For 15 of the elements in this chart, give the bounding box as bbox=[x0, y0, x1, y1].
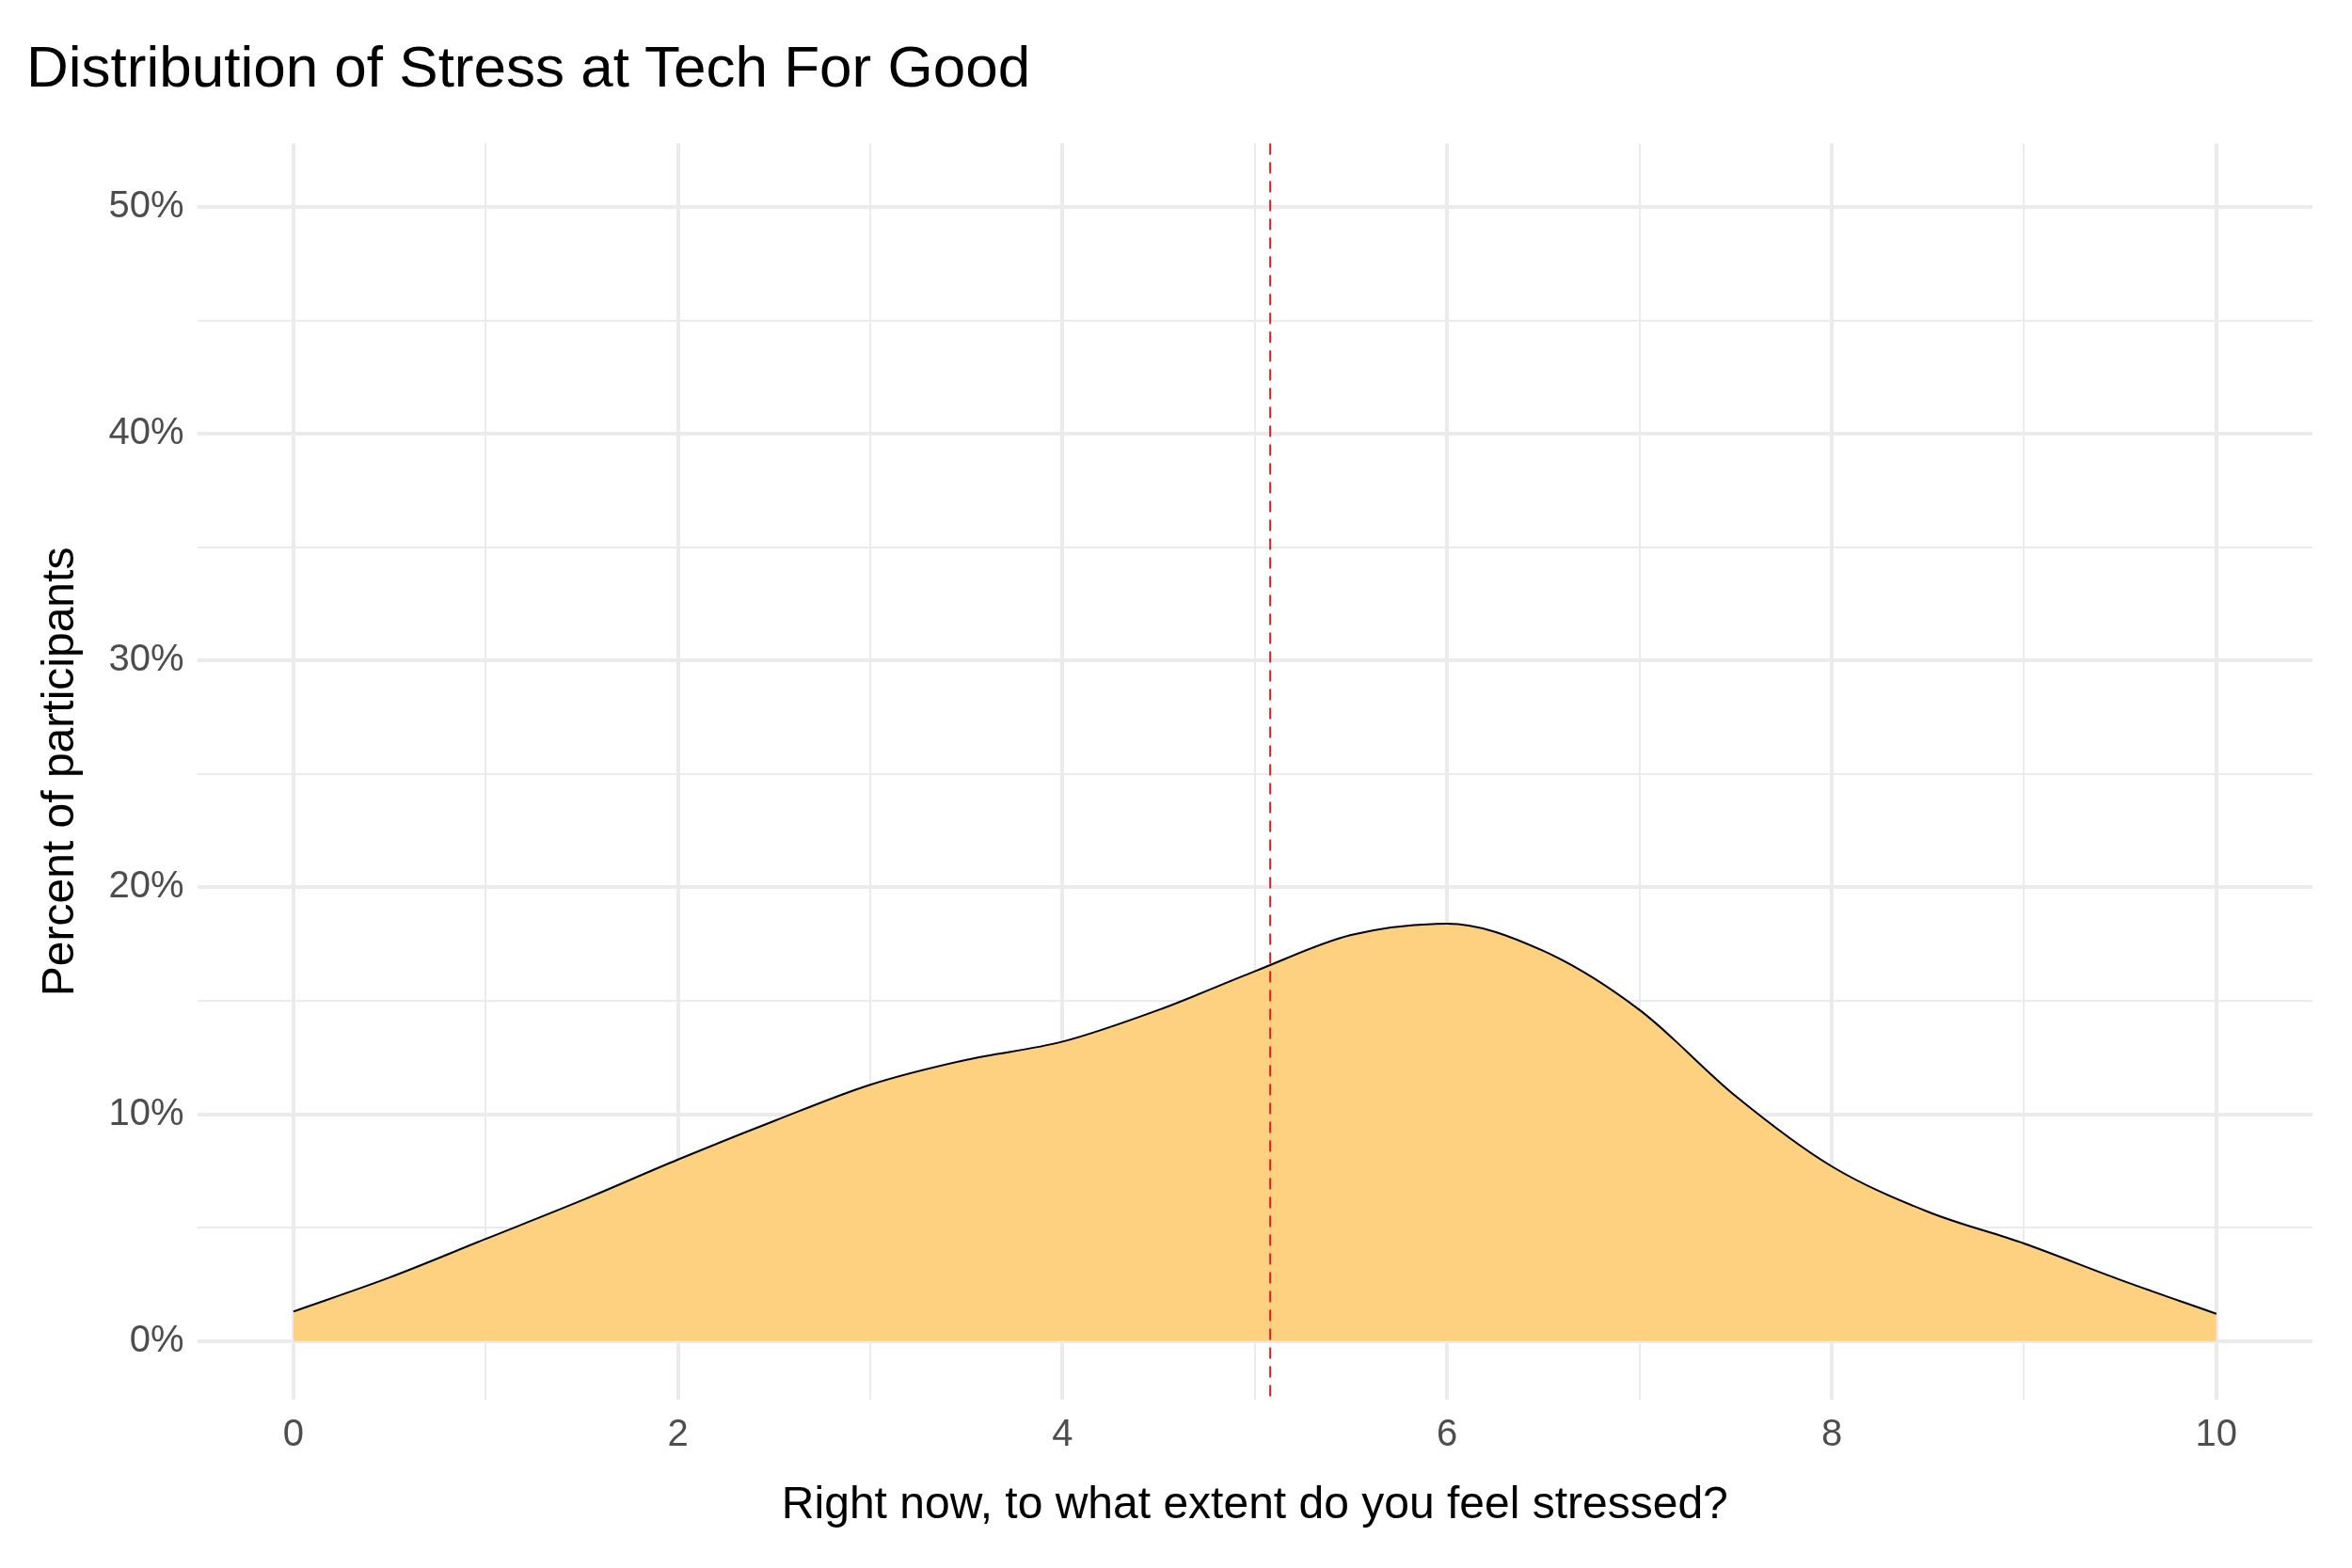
y-tick-label: 20% bbox=[108, 863, 184, 906]
x-tick-label: 2 bbox=[667, 1412, 689, 1454]
x-tick-label: 4 bbox=[1052, 1412, 1073, 1454]
x-tick-label: 0 bbox=[282, 1412, 304, 1454]
y-axis-title: Percent of participants bbox=[33, 546, 84, 997]
y-tick-label: 30% bbox=[108, 637, 184, 679]
x-axis-title: Right now, to what extent do you feel stressed? bbox=[781, 1478, 1728, 1528]
y-tick-label: 50% bbox=[108, 182, 184, 225]
x-tick-label: 8 bbox=[1820, 1412, 1843, 1454]
x-tick-label: 10 bbox=[2195, 1412, 2238, 1454]
y-tick-label: 0% bbox=[129, 1317, 184, 1359]
chart-title: Distribution of Stress at Tech For Good bbox=[26, 34, 1031, 100]
y-tick-label: 40% bbox=[108, 410, 184, 452]
y-tick-label: 10% bbox=[108, 1090, 184, 1132]
x-tick-label: 6 bbox=[1437, 1412, 1458, 1454]
